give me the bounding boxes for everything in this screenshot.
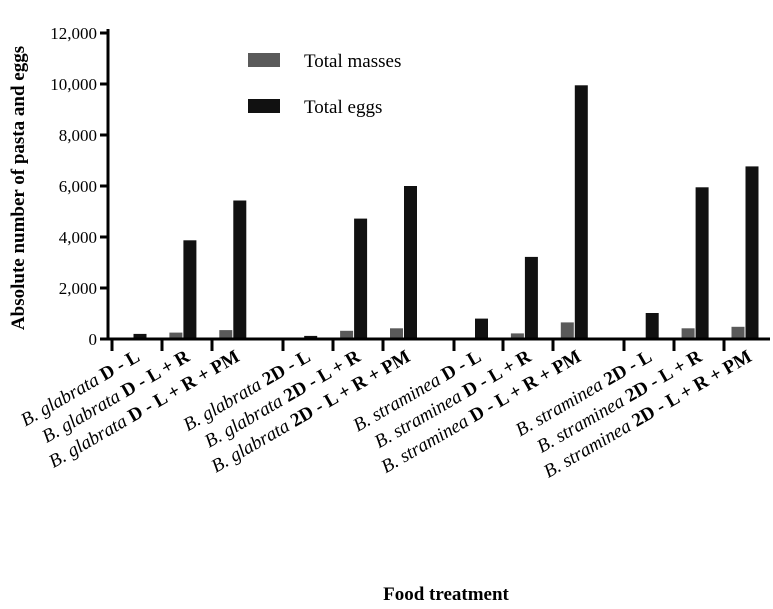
bar-total-eggs-10 bbox=[645, 313, 659, 339]
bar-total-eggs-6 bbox=[404, 186, 417, 339]
bar-total-eggs-1 bbox=[133, 333, 147, 339]
y-tick-label: 4,000 bbox=[59, 228, 97, 247]
legend: Total masses Total eggs bbox=[248, 51, 401, 118]
legend-label-2: Total eggs bbox=[304, 97, 382, 118]
bar-total-eggs-5 bbox=[354, 218, 368, 339]
y-tick-label: 10,000 bbox=[50, 75, 97, 94]
x-axis-label: Food treatment bbox=[383, 584, 509, 605]
bar-total-masses-8 bbox=[510, 333, 524, 339]
y-tick-label: 12,000 bbox=[50, 24, 97, 43]
y-tick-label: 6,000 bbox=[59, 177, 97, 196]
y-ticks: 0 2,000 4,000 6,000 8,000 10,000 12,000 bbox=[50, 24, 108, 349]
x-ticks: B. glabrata D - LB. glabrata D - L + RB.… bbox=[17, 339, 756, 483]
bars bbox=[119, 85, 759, 339]
bar-total-masses-6 bbox=[390, 328, 403, 339]
bar-total-eggs-7 bbox=[475, 318, 488, 339]
bar-total-eggs-3 bbox=[233, 200, 247, 339]
legend-swatch-1 bbox=[248, 53, 280, 67]
legend-label-1: Total masses bbox=[304, 51, 401, 72]
legend-swatch-2 bbox=[248, 99, 280, 113]
bar-total-eggs-2 bbox=[183, 240, 197, 339]
bar-total-eggs-8 bbox=[524, 256, 538, 339]
y-axis-label: Absolute number of pasta and eggs bbox=[8, 46, 29, 330]
bar-total-masses-5 bbox=[340, 330, 354, 339]
y-tick-label: 8,000 bbox=[59, 126, 97, 145]
bar-total-eggs-12 bbox=[745, 166, 759, 339]
bar-total-eggs-4 bbox=[304, 335, 318, 339]
bar-total-masses-11 bbox=[681, 328, 695, 339]
bar-total-masses-12 bbox=[731, 326, 745, 339]
bar-total-masses-9 bbox=[560, 322, 574, 339]
axes bbox=[106, 29, 770, 341]
y-tick-label: 0 bbox=[89, 330, 98, 349]
bar-total-eggs-9 bbox=[574, 85, 588, 339]
bar-total-masses-3 bbox=[219, 330, 233, 339]
bar-total-eggs-11 bbox=[695, 187, 709, 339]
bar-total-masses-2 bbox=[169, 332, 183, 339]
y-tick-label: 2,000 bbox=[59, 279, 97, 298]
